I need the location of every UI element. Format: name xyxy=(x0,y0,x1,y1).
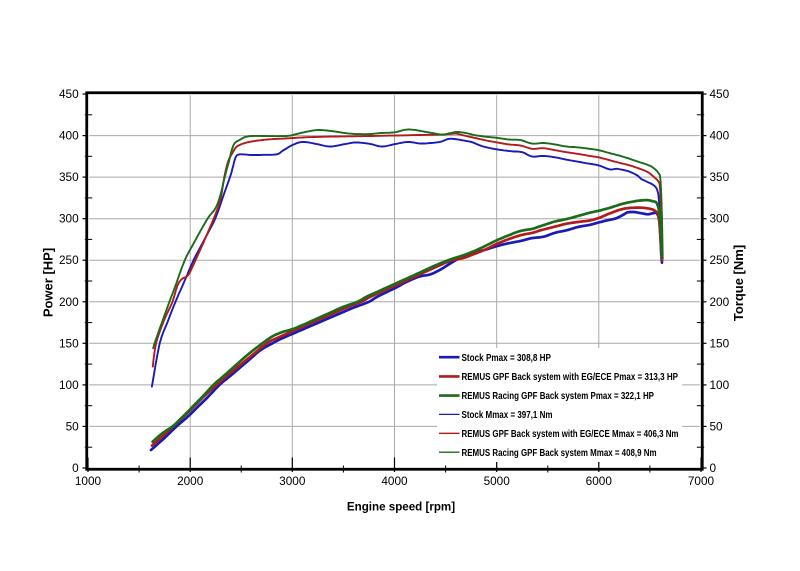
svg-text:150: 150 xyxy=(59,336,79,350)
svg-text:6000: 6000 xyxy=(586,474,613,488)
svg-text:350: 350 xyxy=(59,170,79,184)
svg-text:4000: 4000 xyxy=(381,474,408,488)
svg-text:Torque [Nm]: Torque [Nm] xyxy=(731,245,746,321)
svg-text:2000: 2000 xyxy=(177,474,204,488)
svg-text:Engine speed [rpm]: Engine speed [rpm] xyxy=(347,501,455,514)
svg-text:450: 450 xyxy=(710,87,730,101)
svg-text:350: 350 xyxy=(710,170,730,184)
svg-text:0: 0 xyxy=(710,461,717,475)
svg-text:REMUS GPF Back system with EG/: REMUS GPF Back system with EG/ECE Pmax =… xyxy=(462,372,679,383)
svg-text:Stock Mmax = 397,1 Nm: Stock Mmax = 397,1 Nm xyxy=(462,410,553,421)
svg-text:Stock Pmax = 308,8 HP: Stock Pmax = 308,8 HP xyxy=(462,353,552,364)
svg-text:3000: 3000 xyxy=(279,474,306,488)
svg-text:200: 200 xyxy=(59,295,79,309)
svg-text:7000: 7000 xyxy=(688,474,715,488)
svg-text:1000: 1000 xyxy=(75,474,102,488)
svg-text:REMUS GPF Back system with EG/: REMUS GPF Back system with EG/ECE Mmax =… xyxy=(462,429,679,440)
svg-text:100: 100 xyxy=(710,378,730,392)
svg-text:400: 400 xyxy=(710,129,730,143)
svg-text:150: 150 xyxy=(710,336,730,350)
svg-text:300: 300 xyxy=(59,212,79,226)
svg-text:0: 0 xyxy=(72,461,79,475)
svg-text:50: 50 xyxy=(66,419,80,433)
svg-text:REMUS Racing GPF Back system P: REMUS Racing GPF Back system Pmax = 322,… xyxy=(462,391,655,402)
svg-text:Power [HP]: Power [HP] xyxy=(41,248,56,317)
svg-text:REMUS Racing GPF Back system M: REMUS Racing GPF Back system Mmax = 408,… xyxy=(462,448,657,459)
svg-text:100: 100 xyxy=(59,378,79,392)
svg-text:450: 450 xyxy=(59,87,79,101)
svg-text:200: 200 xyxy=(710,295,730,309)
svg-text:400: 400 xyxy=(59,129,79,143)
svg-text:50: 50 xyxy=(710,419,724,433)
svg-text:250: 250 xyxy=(59,253,79,267)
svg-text:300: 300 xyxy=(710,212,730,226)
svg-text:5000: 5000 xyxy=(484,474,511,488)
svg-text:250: 250 xyxy=(710,253,730,267)
